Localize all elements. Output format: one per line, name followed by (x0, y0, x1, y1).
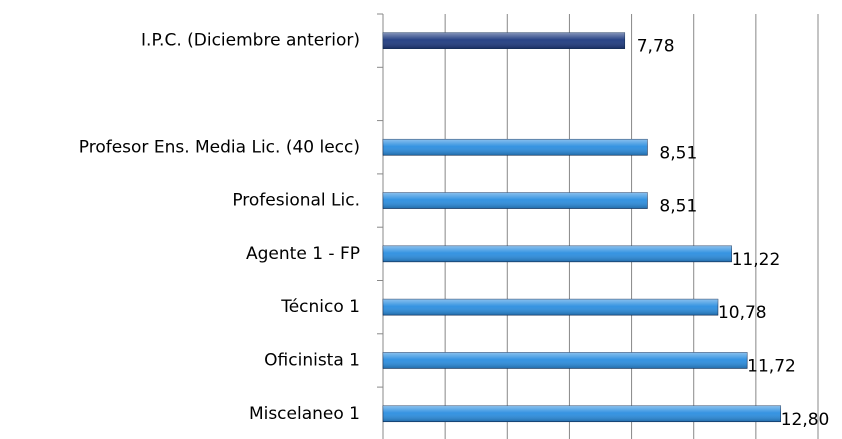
value-label: 7,78 (637, 37, 675, 57)
bar-shine (383, 245, 732, 262)
bar-shine (383, 299, 718, 316)
bar-shine (383, 139, 648, 156)
y-tick-label: Miscelaneo 1 (249, 404, 360, 424)
value-label: 12,80 (781, 410, 830, 430)
y-tick-label: Profesor Ens. Media Lic. (40 lecc) (79, 137, 360, 157)
y-tick-label: I.P.C. (Diciembre anterior) (141, 31, 360, 51)
y-tick-label: Agente 1 - FP (246, 244, 360, 264)
bar-shine (383, 352, 748, 369)
y-tick-label: Técnico 1 (280, 297, 360, 317)
bar-shine (383, 405, 781, 422)
value-label: 8,51 (659, 197, 697, 217)
value-label: 11,72 (747, 356, 796, 376)
bar-shine (383, 32, 625, 49)
value-label: 10,78 (718, 303, 767, 323)
bar-shine (383, 192, 648, 209)
value-label: 11,22 (732, 250, 781, 270)
value-label: 8,51 (659, 143, 697, 163)
y-tick-label: Oficinista 1 (264, 350, 360, 370)
y-tick-label: Profesional Lic. (232, 191, 360, 211)
